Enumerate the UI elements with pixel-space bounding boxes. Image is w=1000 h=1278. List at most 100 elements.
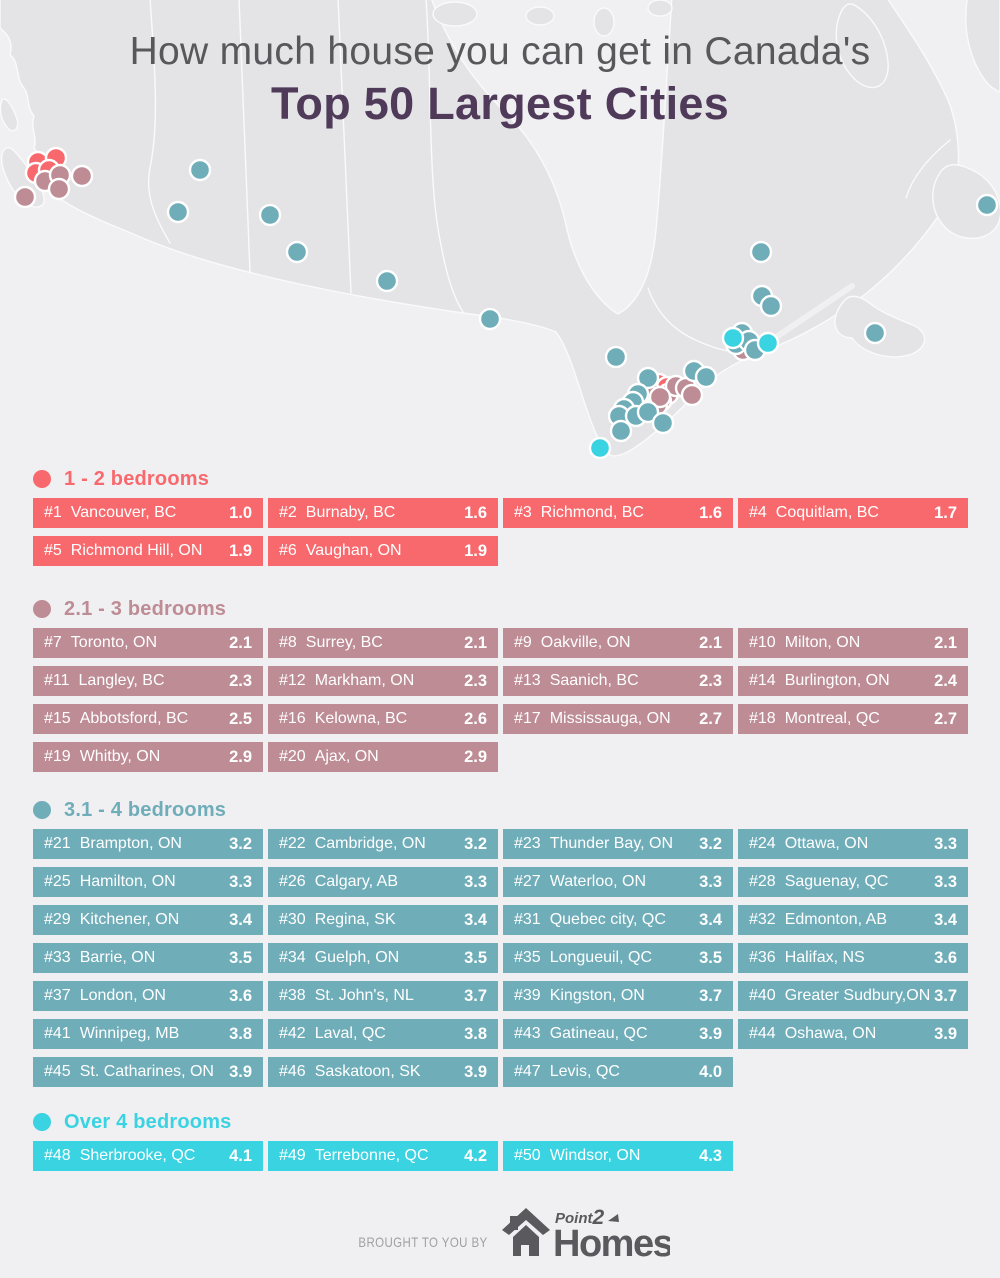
city-rank: #48 — [44, 1147, 71, 1164]
city-value: 2.1 — [699, 633, 722, 652]
city-name: Brampton, ON — [79, 835, 182, 852]
city-value: 4.1 — [229, 1146, 252, 1165]
city-value: 3.5 — [699, 948, 722, 967]
city-row: #4 Coquitlam, BC 1.7 — [738, 498, 968, 528]
city-name: Markham, ON — [314, 672, 415, 689]
city-rank: #13 — [514, 672, 541, 689]
city-value: 3.5 — [229, 948, 252, 967]
city-value: 3.4 — [699, 910, 722, 929]
legend-dot — [33, 470, 51, 488]
city-row: #10 Milton, ON 2.1 — [738, 628, 968, 658]
city-dot-ajax — [680, 383, 704, 407]
city-row: #7 Toronto, ON 2.1 — [33, 628, 263, 658]
city-rank: #33 — [44, 949, 71, 966]
city-value: 1.9 — [464, 541, 487, 560]
baffin-island-shape — [835, 3, 889, 89]
section-4: Over 4 bedrooms #48 Sherbrooke, QC 4.1 #49 Te… — [33, 1110, 973, 1171]
city-rank: #45 — [44, 1063, 71, 1080]
city-row: #18 Montreal, QC 2.7 — [738, 704, 968, 734]
city-rank: #25 — [44, 873, 71, 890]
city-rank: #23 — [514, 835, 541, 852]
city-name: Richmond Hill, ON — [70, 542, 203, 559]
city-value: 4.0 — [699, 1062, 722, 1081]
city-row: #36 Halifax, NS 3.6 — [738, 943, 968, 973]
legend-dot — [33, 1113, 51, 1131]
arctic-island — [432, 1, 478, 27]
section-grid: #48 Sherbrooke, QC 4.1 #49 Terrebonne, QC 4.2… — [33, 1141, 973, 1171]
legend-dot — [33, 600, 51, 618]
city-value: 3.4 — [464, 910, 487, 929]
canada-map — [0, 0, 1000, 460]
city-row: #3 Richmond, BC 1.6 — [503, 498, 733, 528]
city-row: #9 Oakville, ON 2.1 — [503, 628, 733, 658]
city-value: 2.9 — [464, 747, 487, 766]
city-row: #35 Longueuil, QC 3.5 — [503, 943, 733, 973]
city-row: #49 Terrebonne, QC 4.2 — [268, 1141, 498, 1171]
city-name: St. John's, NL — [314, 987, 414, 1004]
city-name: Calgary, AB — [314, 873, 398, 890]
city-name: Sherbrooke, QC — [79, 1147, 196, 1164]
haida-gwaii-shape — [0, 98, 19, 132]
city-value: 2.1 — [229, 633, 252, 652]
city-row: #5 Richmond Hill, ON 1.9 — [33, 536, 263, 566]
city-value: 2.7 — [934, 709, 957, 728]
city-row: #15 Abbotsford, BC 2.5 — [33, 704, 263, 734]
city-dot-abbotsford — [47, 177, 71, 201]
city-name: St. Catharines, ON — [79, 1063, 214, 1080]
newfoundland-shape — [932, 164, 1000, 240]
city-dot-greater-sudbury — [604, 345, 628, 369]
section-label: 3.1 - 4 bedrooms — [64, 798, 227, 821]
city-name: Saskatoon, SK — [314, 1063, 421, 1080]
city-rank: #31 — [514, 911, 541, 928]
city-rank: #12 — [279, 672, 306, 689]
city-name: Edmonton, AB — [784, 911, 887, 928]
city-name: Greater Sudbury,ON — [784, 987, 931, 1004]
city-value: 2.9 — [229, 747, 252, 766]
city-rank: #2 — [279, 504, 297, 521]
city-row: #48 Sherbrooke, QC 4.1 — [33, 1141, 263, 1171]
city-name: Terrebonne, QC — [314, 1147, 429, 1164]
city-row: #6 Vaughan, ON 1.9 — [268, 536, 498, 566]
city-dot-barrie — [636, 366, 660, 390]
city-value: 2.1 — [934, 633, 957, 652]
city-row: #29 Kitchener, ON 3.4 — [33, 905, 263, 935]
section-grid: #7 Toronto, ON 2.1 #8 Surrey, BC 2.1 #9 Oakvill… — [33, 628, 973, 772]
city-name: Vancouver, BC — [70, 504, 177, 521]
city-row: #45 St. Catharines, ON 3.9 — [33, 1057, 263, 1087]
city-rank: #37 — [44, 987, 71, 1004]
city-rank: #15 — [44, 710, 71, 727]
section-grid: #21 Brampton, ON 3.2 #22 Cambridge, ON 3.2 #23… — [33, 829, 973, 1087]
city-rank: #5 — [44, 542, 62, 559]
city-value: 3.2 — [229, 834, 252, 853]
city-name: Hamilton, ON — [79, 873, 176, 890]
city-value: 2.3 — [229, 671, 252, 690]
city-value: 3.3 — [464, 872, 487, 891]
legend-dot — [33, 801, 51, 819]
city-value: 3.4 — [229, 910, 252, 929]
city-row: #23 Thunder Bay, ON 3.2 — [503, 829, 733, 859]
section-header: 1 - 2 bedrooms — [33, 467, 973, 491]
city-row: #14 Burlington, ON 2.4 — [738, 666, 968, 696]
city-rank: #14 — [749, 672, 776, 689]
city-value: 1.9 — [229, 541, 252, 560]
city-name: Gatineau, QC — [549, 1025, 648, 1042]
city-value: 3.9 — [229, 1062, 252, 1081]
city-rank: #16 — [279, 710, 306, 727]
city-row: #25 Hamilton, ON 3.3 — [33, 867, 263, 897]
city-value: 2.1 — [464, 633, 487, 652]
city-name: Kingston, ON — [549, 987, 645, 1004]
section-grid: #1 Vancouver, BC 1.0 #2 Burnaby, BC 1.6 #3 Rich… — [33, 498, 973, 566]
city-value: 3.3 — [699, 872, 722, 891]
city-dot-levis — [759, 294, 783, 318]
title-line-2: Top 50 Largest Cities — [270, 78, 730, 129]
section-2: 2.1 - 3 bedrooms #7 Toronto, ON 2.1 #8 Surrey… — [33, 597, 973, 772]
footer: BROUGHT TO YOU BY Point2 Homes — [0, 1208, 1000, 1262]
city-dot-saanich — [13, 185, 37, 209]
city-rank: #17 — [514, 710, 541, 727]
city-dot-winnipeg — [375, 269, 399, 293]
city-dot-terrebonne — [721, 326, 745, 350]
city-dot-calgary — [166, 200, 190, 224]
city-dot-mississauga — [648, 385, 672, 409]
city-rank: #26 — [279, 873, 306, 890]
city-value: 3.7 — [464, 986, 487, 1005]
